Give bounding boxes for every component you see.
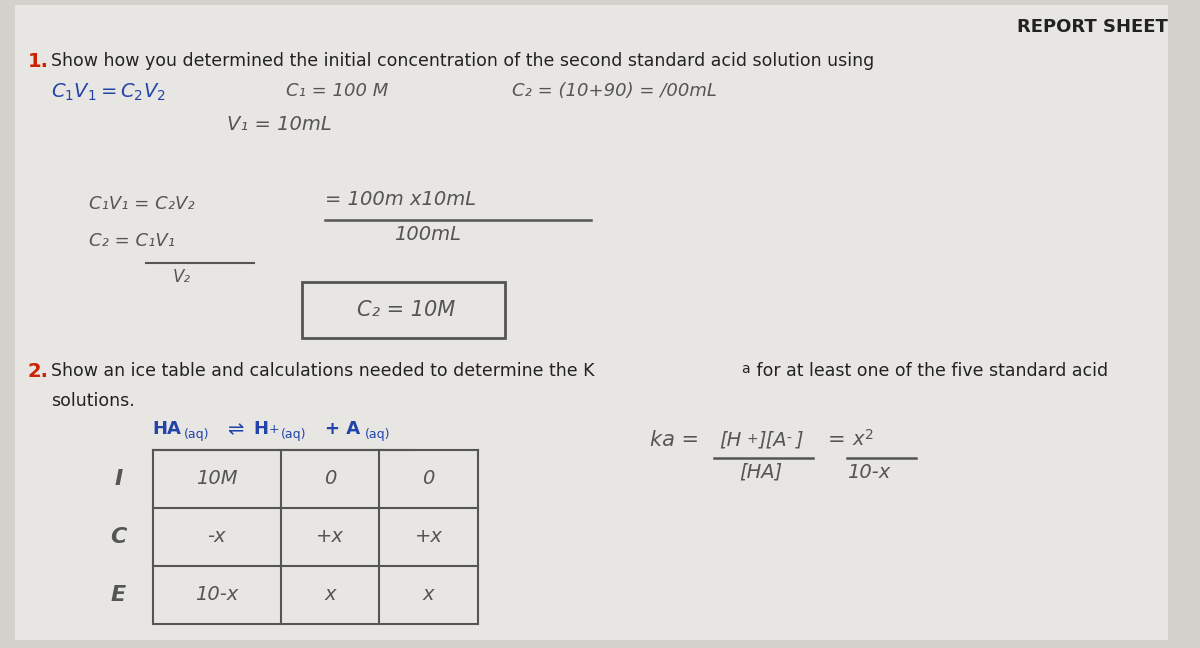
Text: 0: 0	[324, 470, 336, 489]
Text: C₁ = 100 M: C₁ = 100 M	[286, 82, 388, 100]
Text: 100mL: 100mL	[394, 225, 461, 244]
Text: x: x	[422, 586, 434, 605]
Text: 10-x: 10-x	[196, 586, 239, 605]
FancyBboxPatch shape	[14, 5, 1168, 640]
Text: solutions.: solutions.	[52, 392, 134, 410]
Text: 2.: 2.	[28, 362, 48, 381]
Text: C₁V₁ = C₂V₂: C₁V₁ = C₂V₂	[89, 195, 194, 213]
Text: a: a	[740, 362, 750, 376]
Text: ]: ]	[796, 430, 804, 449]
Text: 10M: 10M	[196, 470, 238, 489]
Text: Show how you determined the initial concentration of the second standard acid so: Show how you determined the initial conc…	[52, 52, 875, 70]
Text: [HA]: [HA]	[739, 463, 782, 482]
Text: +: +	[746, 432, 758, 446]
Text: C: C	[110, 527, 126, 547]
Text: V₁ = 10mL: V₁ = 10mL	[227, 115, 331, 134]
Text: H: H	[253, 420, 269, 438]
Text: for at least one of the five standard acid: for at least one of the five standard ac…	[751, 362, 1108, 380]
Text: x: x	[852, 430, 864, 449]
Text: =: =	[828, 430, 845, 450]
Text: I: I	[114, 469, 122, 489]
Text: REPORT SHEET: REPORT SHEET	[1016, 18, 1168, 36]
Text: E: E	[110, 585, 126, 605]
Text: + A: + A	[325, 420, 360, 438]
Text: 10-x: 10-x	[847, 463, 890, 482]
Text: ka =: ka =	[650, 430, 700, 450]
Text: 2: 2	[865, 428, 874, 442]
Text: (aq): (aq)	[281, 428, 306, 441]
Text: ⇌: ⇌	[227, 420, 242, 439]
Text: -x: -x	[208, 527, 226, 546]
Text: $C_1V_1=C_2V_2$: $C_1V_1=C_2V_2$	[52, 82, 166, 103]
Text: Show an ice table and calculations needed to determine the K: Show an ice table and calculations neede…	[52, 362, 595, 380]
Text: C₂ = (10+90) = /00mL: C₂ = (10+90) = /00mL	[512, 82, 718, 100]
Text: V₂: V₂	[173, 268, 191, 286]
Text: x: x	[324, 586, 336, 605]
Text: 1.: 1.	[28, 52, 48, 71]
Text: -: -	[786, 432, 791, 446]
Text: C₂ = 10M: C₂ = 10M	[356, 300, 455, 320]
Text: -: -	[352, 423, 356, 436]
Text: (aq): (aq)	[185, 428, 210, 441]
Text: [H: [H	[719, 430, 742, 449]
Text: +x: +x	[415, 527, 443, 546]
Text: 0: 0	[422, 470, 434, 489]
Text: +x: +x	[316, 527, 344, 546]
Text: HA: HA	[152, 420, 181, 438]
Text: ][A: ][A	[758, 430, 787, 449]
Text: = 100m x10mL: = 100m x10mL	[325, 190, 476, 209]
Text: C₂ = C₁V₁: C₂ = C₁V₁	[89, 232, 175, 250]
Text: (aq): (aq)	[365, 428, 390, 441]
Text: +: +	[269, 423, 280, 436]
